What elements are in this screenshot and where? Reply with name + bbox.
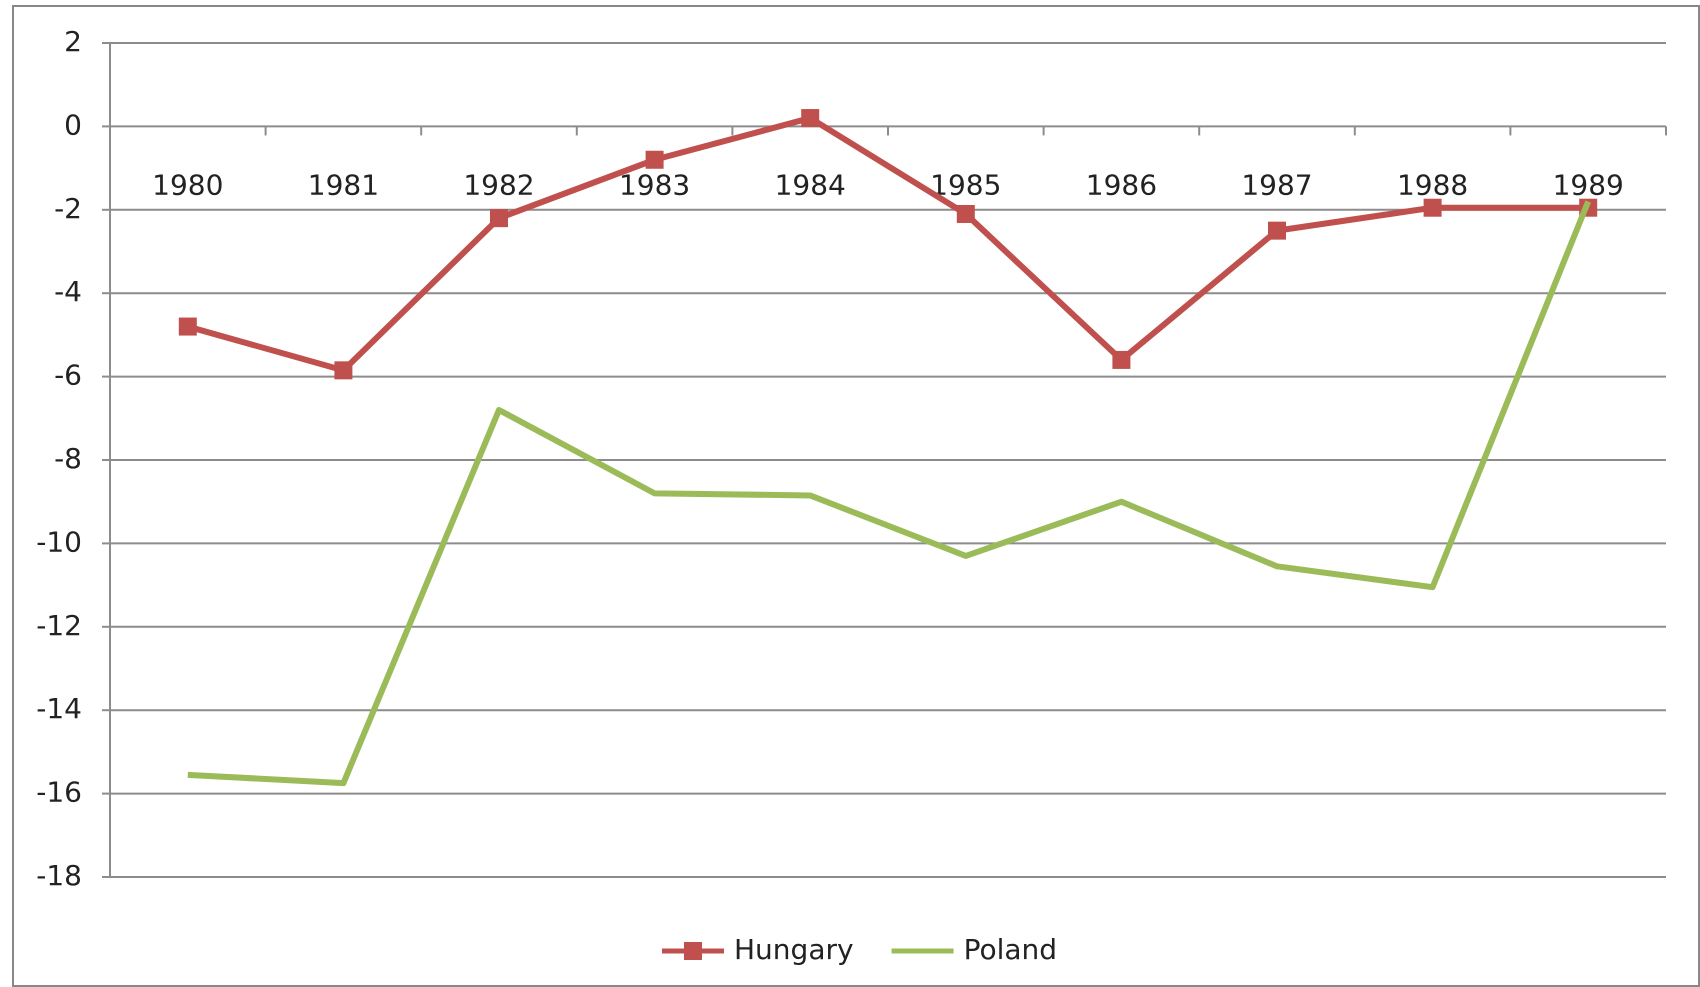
x-tick-label: 1986 — [1086, 168, 1157, 201]
x-tick-label: 1987 — [1241, 168, 1312, 201]
marker — [1268, 221, 1286, 240]
y-tick-label: -10 — [36, 525, 82, 558]
marker — [1423, 198, 1442, 217]
marker — [645, 150, 664, 169]
marker — [178, 317, 197, 336]
chart-frame — [12, 5, 1700, 987]
legend-label: Poland — [964, 933, 1057, 966]
y-tick-label: -12 — [36, 609, 82, 642]
marker — [334, 361, 353, 380]
x-tick-label: 1984 — [775, 168, 846, 201]
y-tick-label: -2 — [54, 192, 82, 225]
marker — [490, 209, 508, 228]
y-tick-label: -4 — [54, 275, 82, 308]
marker — [801, 109, 820, 128]
x-tick-label: 1983 — [619, 168, 690, 201]
x-tick-label: 1989 — [1553, 168, 1624, 201]
legend-label: Hungary — [734, 933, 854, 966]
y-tick-label: -16 — [36, 776, 82, 809]
marker — [956, 204, 975, 223]
x-tick-label: 1980 — [152, 168, 223, 201]
legend-marker — [684, 942, 702, 960]
x-tick-label: 1981 — [308, 168, 379, 201]
series-line — [187, 200, 1591, 787]
y-tick-label: 2 — [64, 25, 82, 58]
marker — [1112, 350, 1131, 369]
x-tick-label: 1988 — [1397, 168, 1468, 201]
y-tick-label: -6 — [54, 359, 82, 392]
y-tick-label: -14 — [36, 692, 82, 725]
y-tick-label: 0 — [64, 108, 82, 141]
y-tick-label: -18 — [36, 859, 82, 892]
x-tick-label: 1982 — [463, 168, 534, 201]
y-tick-label: -8 — [54, 442, 82, 475]
series-line — [186, 115, 1589, 374]
